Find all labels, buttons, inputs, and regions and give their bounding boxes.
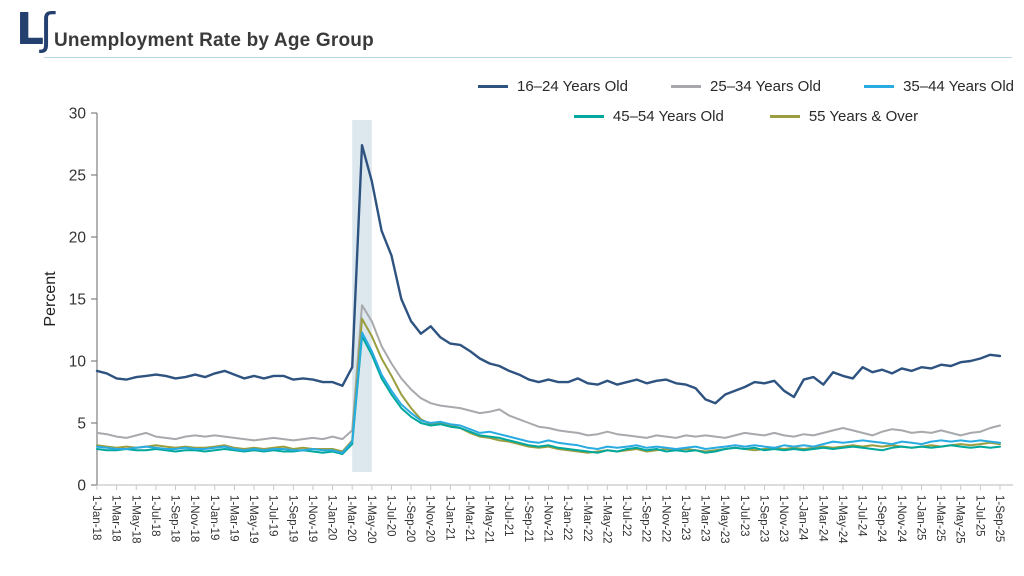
y-tick-label: 30 bbox=[69, 106, 87, 123]
legend-row: 16–24 Years Old 25–34 Years Old 35–44 Year… bbox=[478, 78, 1014, 95]
x-tick-label: 1-Jul-21 bbox=[502, 495, 514, 537]
legend-item: 25–34 Years Old bbox=[671, 78, 821, 95]
page-title: Unemployment Rate by Age Group bbox=[54, 30, 374, 51]
legend-item: 45–54 Years Old bbox=[573, 108, 724, 125]
chart-legend: 16–24 Years Old 25–34 Years Old 35–44 Year… bbox=[478, 78, 1014, 125]
x-tick-label: 1-Mar-18 bbox=[110, 495, 122, 542]
legend-label: 35–44 Years Old bbox=[903, 78, 1014, 95]
x-tick-label: 1-Nov-19 bbox=[306, 495, 318, 542]
x-tick-label: 1-Jul-18 bbox=[149, 495, 161, 537]
y-tick-label: 15 bbox=[69, 292, 86, 309]
legend-item: 35–44 Years Old bbox=[864, 78, 1014, 95]
x-tick-label: 1-May-24 bbox=[836, 495, 848, 544]
x-tick-label: 1-May-23 bbox=[718, 495, 730, 544]
series-line-35-44-years-old bbox=[96, 331, 1001, 454]
ls-logo: Lʃ bbox=[16, 2, 55, 58]
legend-label: 55 Years & Over bbox=[808, 108, 919, 125]
logo-letter-s-icon: ʃ bbox=[40, 4, 55, 55]
x-tick-label: 1-Mar-23 bbox=[699, 495, 711, 542]
legend-line-swatch-icon bbox=[864, 85, 895, 88]
x-tick-label: 1-Nov-20 bbox=[424, 495, 436, 542]
x-tick-label: 1-Jan-24 bbox=[797, 495, 809, 541]
x-tick-label: 1-May-19 bbox=[247, 495, 259, 544]
legend-item: 16–24 Years Old bbox=[478, 78, 628, 95]
x-tick-label: 1-Nov-21 bbox=[542, 495, 554, 542]
header-divider bbox=[44, 57, 1012, 58]
series-line-45-54-years-old bbox=[96, 335, 1001, 455]
y-tick-label: 0 bbox=[77, 478, 86, 495]
legend-item: 55 Years & Over bbox=[769, 108, 919, 125]
x-tick-label: 1-Jul-25 bbox=[973, 495, 985, 537]
x-tick-label: 1-Mar-19 bbox=[227, 495, 239, 542]
x-tick-label: 1-Jan-22 bbox=[561, 495, 573, 540]
legend-row: 45–54 Years Old 55 Years & Over bbox=[478, 108, 1014, 125]
y-tick-label: 10 bbox=[69, 354, 87, 371]
legend-label: 45–54 Years Old bbox=[612, 108, 724, 125]
x-tick-label: 1-Jul-24 bbox=[856, 495, 868, 537]
x-tick-label: 1-Sep-21 bbox=[522, 495, 534, 542]
x-tick-label: 1-Jul-20 bbox=[384, 495, 396, 537]
x-tick-label: 1-Jan-20 bbox=[326, 495, 338, 540]
x-tick-label: 1-Mar-24 bbox=[816, 495, 828, 542]
x-tick-label: 1-Jan-23 bbox=[679, 495, 691, 540]
series-line-55-years-over bbox=[96, 317, 1001, 454]
x-tick-label: 1-Mar-22 bbox=[581, 495, 593, 542]
x-tick-label: 1-Nov-23 bbox=[777, 495, 789, 542]
legend-line-swatch-icon bbox=[573, 115, 604, 118]
x-tick-label: 1-Sep-25 bbox=[993, 495, 1005, 542]
x-tick-label: 1-Sep-20 bbox=[404, 495, 416, 542]
y-tick-label: 25 bbox=[69, 168, 86, 185]
x-tick-label: 1-Mar-20 bbox=[345, 495, 357, 542]
x-tick-label: 1-Mar-25 bbox=[934, 495, 946, 542]
x-tick-label: 1-Mar-21 bbox=[463, 495, 475, 542]
legend-label: 16–24 Years Old bbox=[517, 78, 628, 95]
x-tick-label: 1-Nov-18 bbox=[188, 495, 200, 542]
x-tick-label: 1-Jul-19 bbox=[267, 495, 279, 537]
x-tick-label: 1-May-20 bbox=[365, 495, 377, 544]
x-tick-label: 1-Jul-22 bbox=[620, 495, 632, 537]
legend-line-swatch-icon bbox=[478, 85, 508, 88]
legend-line-swatch-icon bbox=[671, 85, 702, 88]
x-tick-label: 1-May-21 bbox=[483, 495, 495, 544]
x-tick-label: 1-Jan-18 bbox=[90, 495, 102, 540]
legend-line-swatch-icon bbox=[769, 115, 800, 118]
x-tick-label: 1-Jan-19 bbox=[208, 495, 220, 540]
x-tick-label: 1-May-18 bbox=[129, 495, 141, 544]
x-tick-label: 1-May-22 bbox=[600, 495, 612, 544]
series-line-16-24-years-old bbox=[95, 143, 1002, 405]
legend-label: 25–34 Years Old bbox=[710, 78, 821, 95]
x-tick-label: 1-Sep-22 bbox=[640, 495, 652, 542]
y-tick-label: 5 bbox=[77, 416, 86, 433]
y-axis-title: Percent bbox=[42, 271, 59, 327]
x-tick-label: 1-Sep-23 bbox=[757, 495, 769, 542]
unemployment-line-chart: 0 5 10 15 20 25 30 Percent 1-Jan-18 1-Mar-18 1-May… bbox=[42, 106, 1013, 544]
x-tick-label: 1-May-25 bbox=[954, 495, 966, 544]
logo-letter-l: L bbox=[16, 4, 44, 55]
y-tick-label: 20 bbox=[69, 230, 87, 247]
x-tick-label: 1-Nov-24 bbox=[895, 495, 907, 543]
series-line-25-34-years-old bbox=[96, 304, 1001, 442]
x-tick-label: 1-Nov-22 bbox=[659, 495, 671, 542]
x-tick-label: 1-Jan-21 bbox=[443, 495, 455, 540]
x-tick-label: 1-Sep-19 bbox=[286, 495, 298, 542]
x-tick-label: 1-Jan-25 bbox=[914, 495, 926, 540]
x-tick-label: 1-Sep-24 bbox=[875, 495, 887, 543]
chart-area: 0 5 10 15 20 25 30 Percent 1-Jan-18 1-Mar-18 1-May… bbox=[0, 60, 1024, 576]
x-tick-label: 1-Sep-18 bbox=[169, 495, 181, 542]
x-tick-label: 1-Jul-23 bbox=[738, 495, 750, 537]
